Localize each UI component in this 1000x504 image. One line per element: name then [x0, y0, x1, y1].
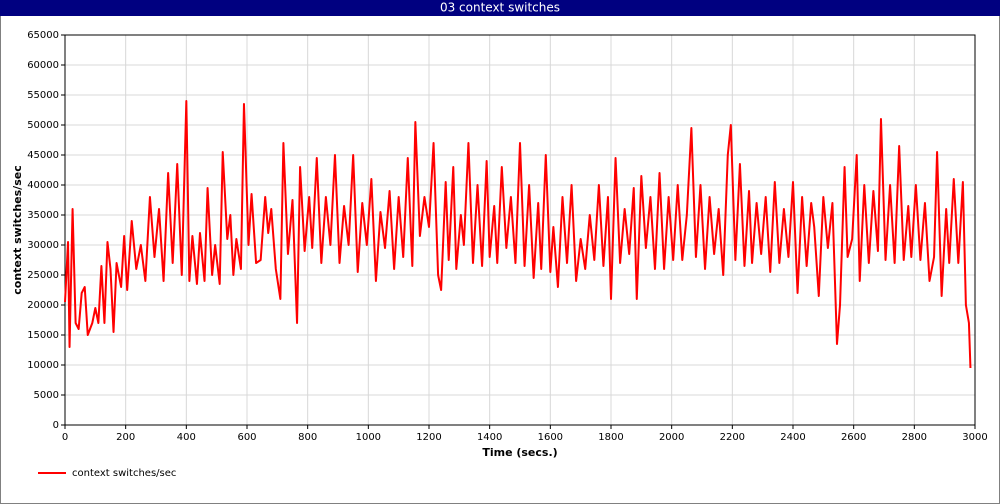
legend-label: context switches/sec [72, 468, 176, 479]
y-tick-label: 5000 [34, 390, 59, 401]
x-tick-label: 2200 [720, 432, 745, 443]
x-tick-label: 1600 [538, 432, 563, 443]
plot-area [64, 34, 976, 426]
chart-title: 03 context switches [440, 1, 560, 15]
x-tick-label: 1200 [416, 432, 441, 443]
x-tick-label: 3000 [962, 432, 987, 443]
x-tick-label: 600 [237, 432, 256, 443]
y-tick-label: 55000 [27, 90, 59, 101]
x-tick-label: 800 [298, 432, 317, 443]
x-tick-label: 2400 [780, 432, 805, 443]
x-tick-label: 2600 [841, 432, 866, 443]
x-tick-label: 2800 [902, 432, 927, 443]
line-series [64, 100, 972, 369]
x-tick-label: 1400 [477, 432, 502, 443]
x-tick-label: 1800 [598, 432, 623, 443]
y-tick-label: 40000 [27, 180, 59, 191]
y-tick-label: 45000 [27, 150, 59, 161]
y-tick-label: 50000 [27, 120, 59, 131]
title-bar [0, 0, 1000, 16]
y-axis-label: context switches/sec [11, 165, 24, 294]
x-tick-label: 400 [177, 432, 196, 443]
x-tick-label: 200 [116, 432, 135, 443]
y-tick-label: 25000 [27, 270, 59, 281]
x-tick-label: 2000 [659, 432, 684, 443]
y-tick-label: 20000 [27, 300, 59, 311]
x-axis-label: Time (secs.) [482, 446, 557, 459]
y-tick-label: 15000 [27, 330, 59, 341]
y-tick-label: 30000 [27, 240, 59, 251]
y-tick-label: 65000 [27, 30, 59, 41]
y-tick-label: 0 [53, 420, 59, 431]
y-tick-label: 10000 [27, 360, 59, 371]
x-tick-label: 1000 [356, 432, 381, 443]
y-tick-label: 60000 [27, 60, 59, 71]
x-tick-label: 0 [62, 432, 68, 443]
y-tick-label: 35000 [27, 210, 59, 221]
